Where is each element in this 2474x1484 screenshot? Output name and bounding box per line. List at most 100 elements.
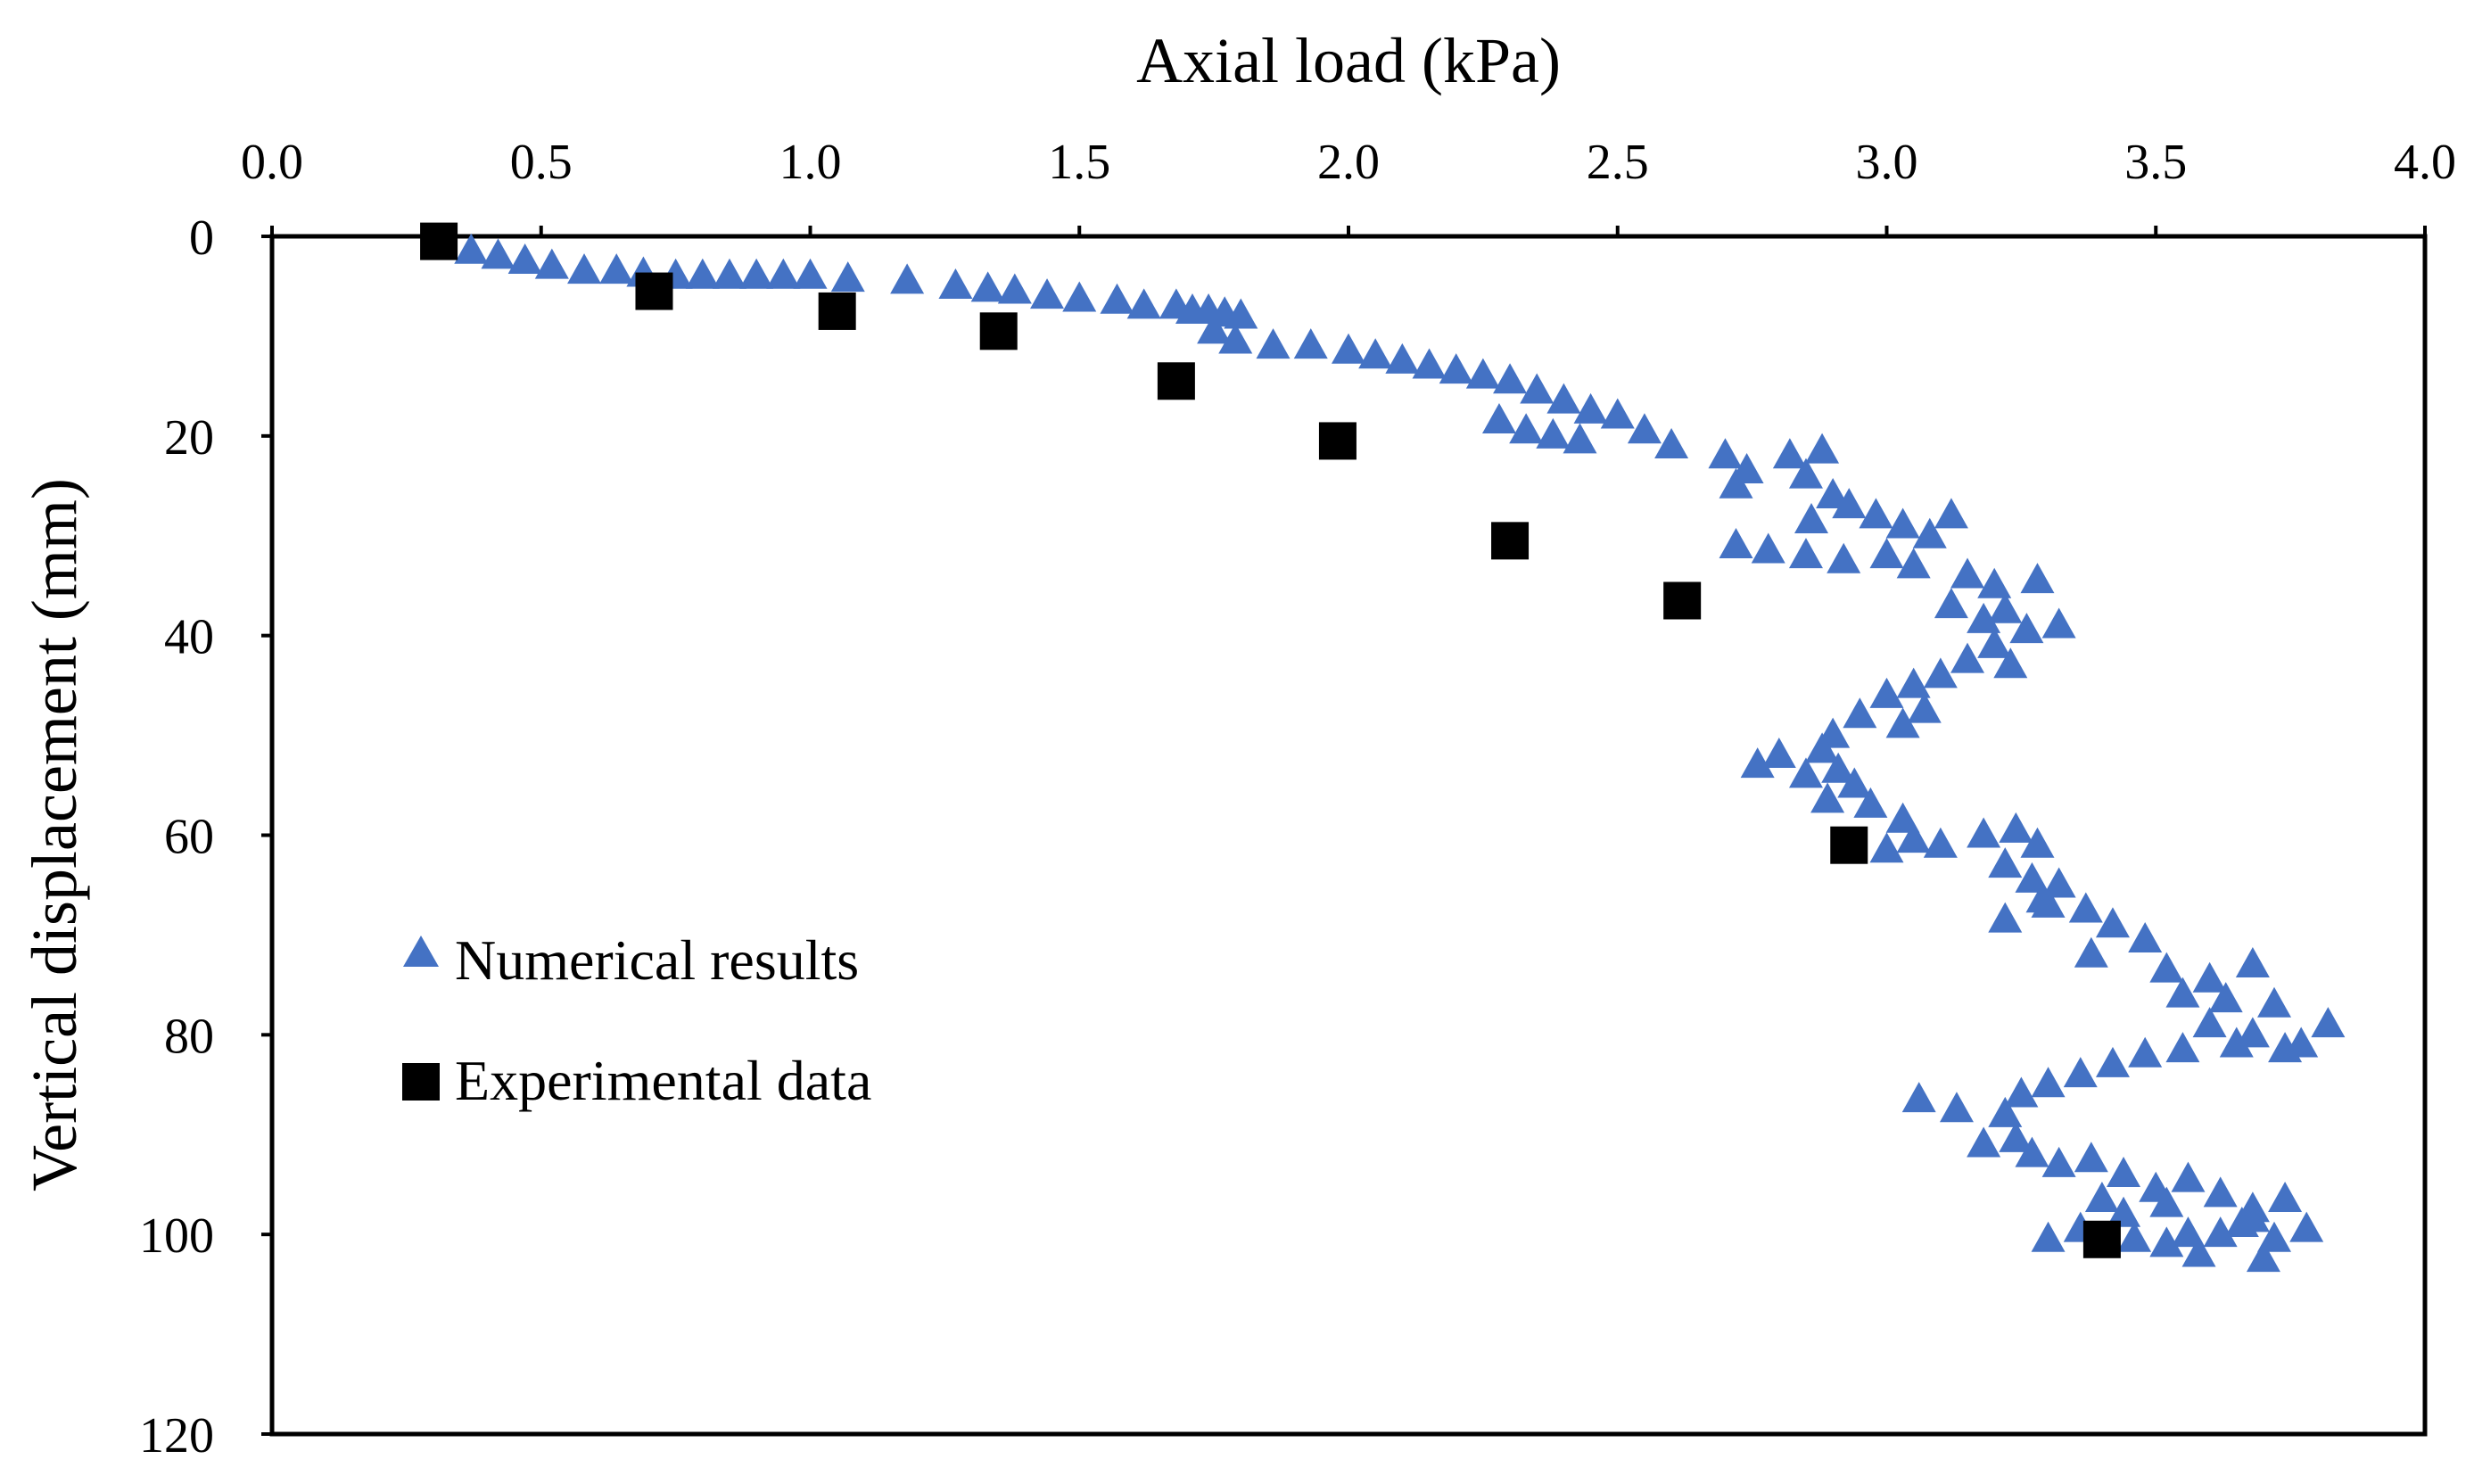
y-tick-label: 0 [189,210,214,266]
numerical-result-point [2074,1142,2108,1173]
numerical-result-point [739,258,774,289]
numerical-result-point [2181,1236,2216,1267]
numerical-result-point [1832,488,1867,519]
legend-square-marker [402,1063,440,1101]
x-tick-label: 2.0 [1317,135,1380,190]
numerical-result-point [1859,498,1893,529]
numerical-result-point [1030,278,1065,309]
numerical-result-point [534,248,569,279]
numerical-result-point [1062,281,1097,312]
numerical-result-point [2149,1226,2184,1257]
numerical-result-point [2004,1076,2039,1108]
numerical-result-point [1546,383,1581,414]
numerical-result-point [2268,1032,2303,1063]
x-tick-label: 0.5 [510,135,573,190]
y-tick-label: 40 [164,610,214,665]
numerical-result-point [1934,498,1968,529]
numerical-result-point [2149,952,2184,983]
numerical-result-point [1772,438,1807,469]
numerical-result-point [1923,827,1958,858]
numerical-result-point [2009,613,2044,644]
y-tick-label: 60 [164,810,214,865]
numerical-result-point [766,258,801,289]
numerical-result-point [2107,1196,2141,1227]
numerical-result-point [1465,358,1500,389]
numerical-result-point [1988,1096,2023,1127]
numerical-result-point [1385,342,1420,374]
numerical-result-point [1520,373,1554,404]
numerical-result-point [1869,832,1904,863]
numerical-result-point [890,263,925,294]
numerical-result-point [1740,747,1775,779]
numerical-result-point [1805,732,1840,763]
numerical-result-point [1794,502,1829,533]
numerical-result-point [1719,527,1753,558]
x-tick-label: 3.0 [1856,135,1918,190]
numerical-result-point [2171,1216,2206,1248]
numerical-result-point [1993,647,2028,679]
numerical-result-point [1627,413,1662,444]
x-tick-label: 2.5 [1587,135,1649,190]
numerical-result-point [1837,767,1872,798]
numerical-result-point [1788,458,1823,489]
numerical-result-point [1197,313,1232,344]
numerical-result-point [1934,588,1968,619]
numerical-result-point [997,273,1032,304]
numerical-result-point [1805,433,1840,464]
numerical-result-point [1293,328,1328,359]
numerical-result-point [2015,1136,2049,1167]
numerical-result-point [1600,398,1635,429]
experimental-data-point [818,292,856,330]
numerical-result-point [2020,563,2055,594]
numerical-result-point [970,271,1005,302]
numerical-result-point [938,268,973,299]
numerical-result-point [1907,692,1942,723]
numerical-result-point [2268,1181,2303,1212]
numerical-result-point [1481,403,1516,434]
numerical-result-point [1896,667,1931,698]
numerical-result-point [1885,707,1920,738]
numerical-result-point [1816,477,1851,508]
x-tick-label: 1.0 [779,135,842,190]
numerical-result-point [2095,1046,2130,1077]
numerical-result-point [1332,333,1365,364]
numerical-result-point [507,243,542,274]
numerical-result-point [1901,1082,1936,1113]
numerical-result-point [2165,1032,2200,1063]
numerical-result-point [1977,567,2012,598]
numerical-result-point [1358,338,1393,369]
experimental-data-point [420,222,458,260]
x-tick-label: 4.0 [2394,135,2456,190]
numerical-result-point [2165,977,2200,1008]
numerical-result-point [2068,892,2103,923]
numerical-result-point [1885,802,1920,833]
experimental-data-point [979,312,1018,350]
numerical-result-point [2020,827,2055,858]
numerical-result-point [1977,627,2012,658]
numerical-result-point [2063,1057,2098,1088]
numerical-result-point [2128,922,2163,953]
numerical-result-point [1751,532,1785,564]
numerical-result-point [2203,1176,2238,1208]
numerical-result-point [1967,1126,2001,1158]
numerical-result-point [1788,538,1823,569]
numerical-result-point [1999,812,2033,843]
numerical-result-point [2015,862,2049,893]
numerical-result-point [567,253,602,284]
numerical-result-point [1224,298,1258,329]
numerical-result-point [1509,413,1544,444]
numerical-result-point [830,261,865,293]
numerical-result-point [1988,902,2023,933]
numerical-result-point [1563,423,1597,454]
numerical-result-point [599,253,634,284]
numerical-result-point [1988,847,2023,878]
numerical-result-point [1412,348,1447,379]
numerical-result-point [793,258,828,289]
numerical-result-point [2289,1211,2324,1242]
numerical-result-point [2128,1036,2163,1068]
x-tick-label: 1.5 [1048,135,1110,190]
experimental-data-point [1491,522,1530,560]
numerical-result-point [481,238,515,269]
numerical-result-point [1827,542,1861,573]
